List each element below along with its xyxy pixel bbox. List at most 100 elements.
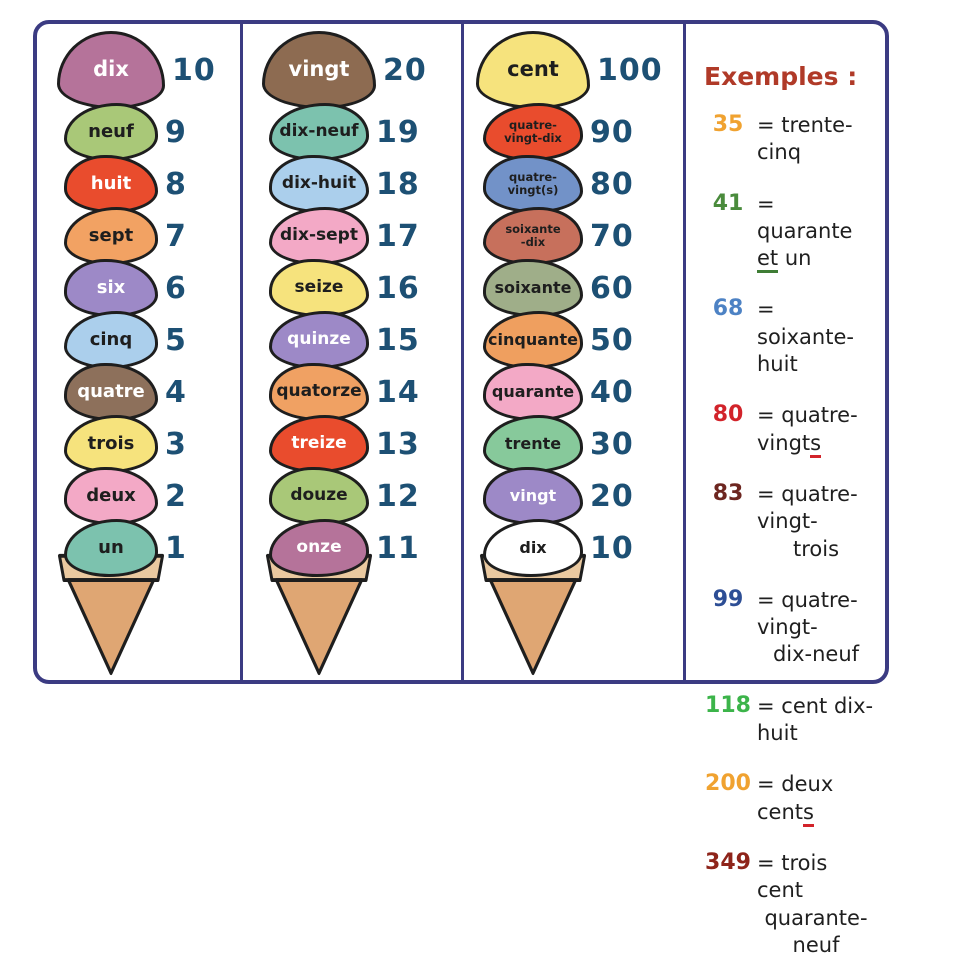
scoop-40: quarante bbox=[483, 363, 583, 421]
scoop-number: 10 bbox=[590, 530, 634, 566]
scoop-label: quatre- vingt-dix bbox=[504, 118, 562, 145]
example-text: = trois cent quarante-neuf bbox=[757, 849, 875, 959]
scoop-label: dix bbox=[519, 538, 547, 558]
scoop-4: quatre bbox=[64, 363, 158, 421]
scoop-row: dix-sept 17 bbox=[243, 207, 461, 265]
scoop-number: 5 bbox=[165, 322, 187, 358]
example-text: = soixante-huit bbox=[757, 295, 875, 378]
scoop-row: dix-huit 18 bbox=[243, 155, 461, 213]
example-text-pre: = quatre-vingt bbox=[757, 403, 858, 455]
scoop-number: 6 bbox=[165, 270, 187, 306]
example-number: 349 bbox=[705, 849, 751, 875]
scoop-label: cent bbox=[507, 57, 559, 82]
scoop-row: trente 30 bbox=[464, 415, 683, 473]
scoop-row: seize 16 bbox=[243, 259, 461, 317]
example-text-underlined: et bbox=[757, 246, 779, 274]
scoop-number: 9 bbox=[165, 114, 187, 150]
scoop-6: six bbox=[64, 259, 158, 317]
example-number: 68 bbox=[712, 296, 744, 322]
scoop-number: 90 bbox=[590, 114, 634, 150]
scoop-number: 3 bbox=[165, 426, 187, 462]
examples-panel: Exemples : 35 = trente-cinq 41 = quarante e… bbox=[686, 24, 885, 957]
scoop-row: quinze 15 bbox=[243, 311, 461, 369]
scoop-label: quinze bbox=[287, 329, 351, 350]
scoop-1: un bbox=[64, 519, 158, 577]
scoop-10: dix bbox=[483, 519, 583, 577]
scoop-number: 8 bbox=[165, 166, 187, 202]
scoop-label: six bbox=[96, 276, 126, 298]
scoop-label: huit bbox=[90, 172, 132, 194]
scoop-number: 7 bbox=[165, 218, 187, 254]
scoop-number: 50 bbox=[590, 322, 634, 358]
scoop-20: vingt bbox=[483, 467, 583, 525]
scoop-row: treize 13 bbox=[243, 415, 461, 473]
scoop-11: onze bbox=[269, 519, 369, 577]
example-number: 80 bbox=[712, 402, 744, 428]
poster-frame: dix 10 neuf 9 huit 8 sept 7 six 6 cinq 5 quatre 4 troi… bbox=[33, 20, 889, 957]
teens-column: vingt 20 dix-neuf 19 dix-huit 18 dix-sept 17 sei… bbox=[243, 24, 464, 680]
scoop-30: trente bbox=[483, 415, 583, 473]
example-text-line2: dix-neuf bbox=[772, 642, 860, 667]
example-row: 99 = quatre-vingt-dix-neuf bbox=[704, 586, 875, 669]
scoop-stack-teens: vingt 20 dix-neuf 19 dix-huit 18 dix-sept 17 sei… bbox=[243, 31, 461, 577]
example-row: 200 = deux cents bbox=[704, 770, 875, 827]
scoop-row: huit 8 bbox=[37, 155, 240, 213]
scoop-stack-tens: cent 100 quatre- vingt-dix 90 quatre- vingt(… bbox=[464, 31, 683, 577]
scoop-3: trois bbox=[64, 415, 158, 473]
scoop-number: 11 bbox=[376, 530, 420, 566]
scoop-label: douze bbox=[290, 485, 348, 506]
examples-list: 35 = trente-cinq 41 = quarante et un 68 = soi… bbox=[704, 111, 875, 959]
scoop-label: deux bbox=[86, 484, 136, 506]
scoop-row: cinq 5 bbox=[37, 311, 240, 369]
scoop-label: seize bbox=[294, 277, 344, 298]
scoop-row: cinquante 50 bbox=[464, 311, 683, 369]
scoop-19: dix-neuf bbox=[269, 103, 369, 161]
scoop-label: neuf bbox=[88, 120, 134, 142]
scoop-label: vingt bbox=[288, 57, 350, 82]
scoop-label: dix bbox=[93, 57, 129, 82]
tens-column: cent 100 quatre- vingt-dix 90 quatre- vingt(… bbox=[464, 24, 686, 680]
scoop-label: dix-neuf bbox=[279, 121, 359, 142]
scoop-100: cent bbox=[476, 31, 590, 109]
example-text-pre: = quarante bbox=[757, 191, 853, 243]
example-text: = quatre-vingt-trois bbox=[757, 480, 875, 563]
scoop-label: trois bbox=[87, 432, 135, 454]
example-text-pre: = cent dix-huit bbox=[757, 693, 874, 746]
scoop-row: onze 11 bbox=[243, 519, 461, 577]
scoop-label: cinq bbox=[89, 328, 133, 350]
scoop-10: dix bbox=[57, 31, 165, 109]
scoop-row: vingt 20 bbox=[243, 31, 461, 109]
scoop-row: dix 10 bbox=[464, 519, 683, 577]
example-text: = quarante et un bbox=[757, 190, 875, 274]
scoop-number: 40 bbox=[590, 374, 634, 410]
scoop-row: quarante 40 bbox=[464, 363, 683, 421]
scoop-label: soixante bbox=[494, 278, 572, 298]
example-text-underlined: s bbox=[803, 799, 814, 827]
scoop-50: cinquante bbox=[483, 311, 583, 369]
example-row: 68 = soixante-huit bbox=[704, 295, 875, 378]
scoop-number: 1 bbox=[165, 530, 187, 566]
scoop-label: quatre- vingt(s) bbox=[507, 170, 559, 197]
example-row: 349 = trois cent quarante-neuf bbox=[704, 849, 875, 959]
example-number: 118 bbox=[705, 692, 751, 718]
scoop-number: 19 bbox=[376, 114, 420, 150]
example-row: 35 = trente-cinq bbox=[704, 111, 875, 167]
scoop-60: soixante bbox=[483, 259, 583, 317]
scoop-number: 80 bbox=[590, 166, 634, 202]
scoop-label: soixante -dix bbox=[505, 222, 561, 249]
example-number: 99 bbox=[712, 586, 744, 612]
scoop-number: 18 bbox=[376, 166, 420, 202]
scoop-15: quinze bbox=[269, 311, 369, 369]
scoop-8: huit bbox=[64, 155, 158, 213]
scoop-label: cinquante bbox=[488, 330, 578, 350]
scoop-row: vingt 20 bbox=[464, 467, 683, 525]
example-row: 41 = quarante et un bbox=[704, 190, 875, 274]
scoop-row: trois 3 bbox=[37, 415, 240, 473]
example-text-underlined: s bbox=[810, 430, 822, 458]
example-text: = trente-cinq bbox=[757, 111, 875, 167]
scoop-label: vingt bbox=[509, 486, 557, 506]
example-number: 200 bbox=[705, 771, 751, 797]
scoop-number: 16 bbox=[376, 270, 420, 306]
scoop-row: un 1 bbox=[37, 519, 240, 577]
scoop-9: neuf bbox=[64, 103, 158, 161]
